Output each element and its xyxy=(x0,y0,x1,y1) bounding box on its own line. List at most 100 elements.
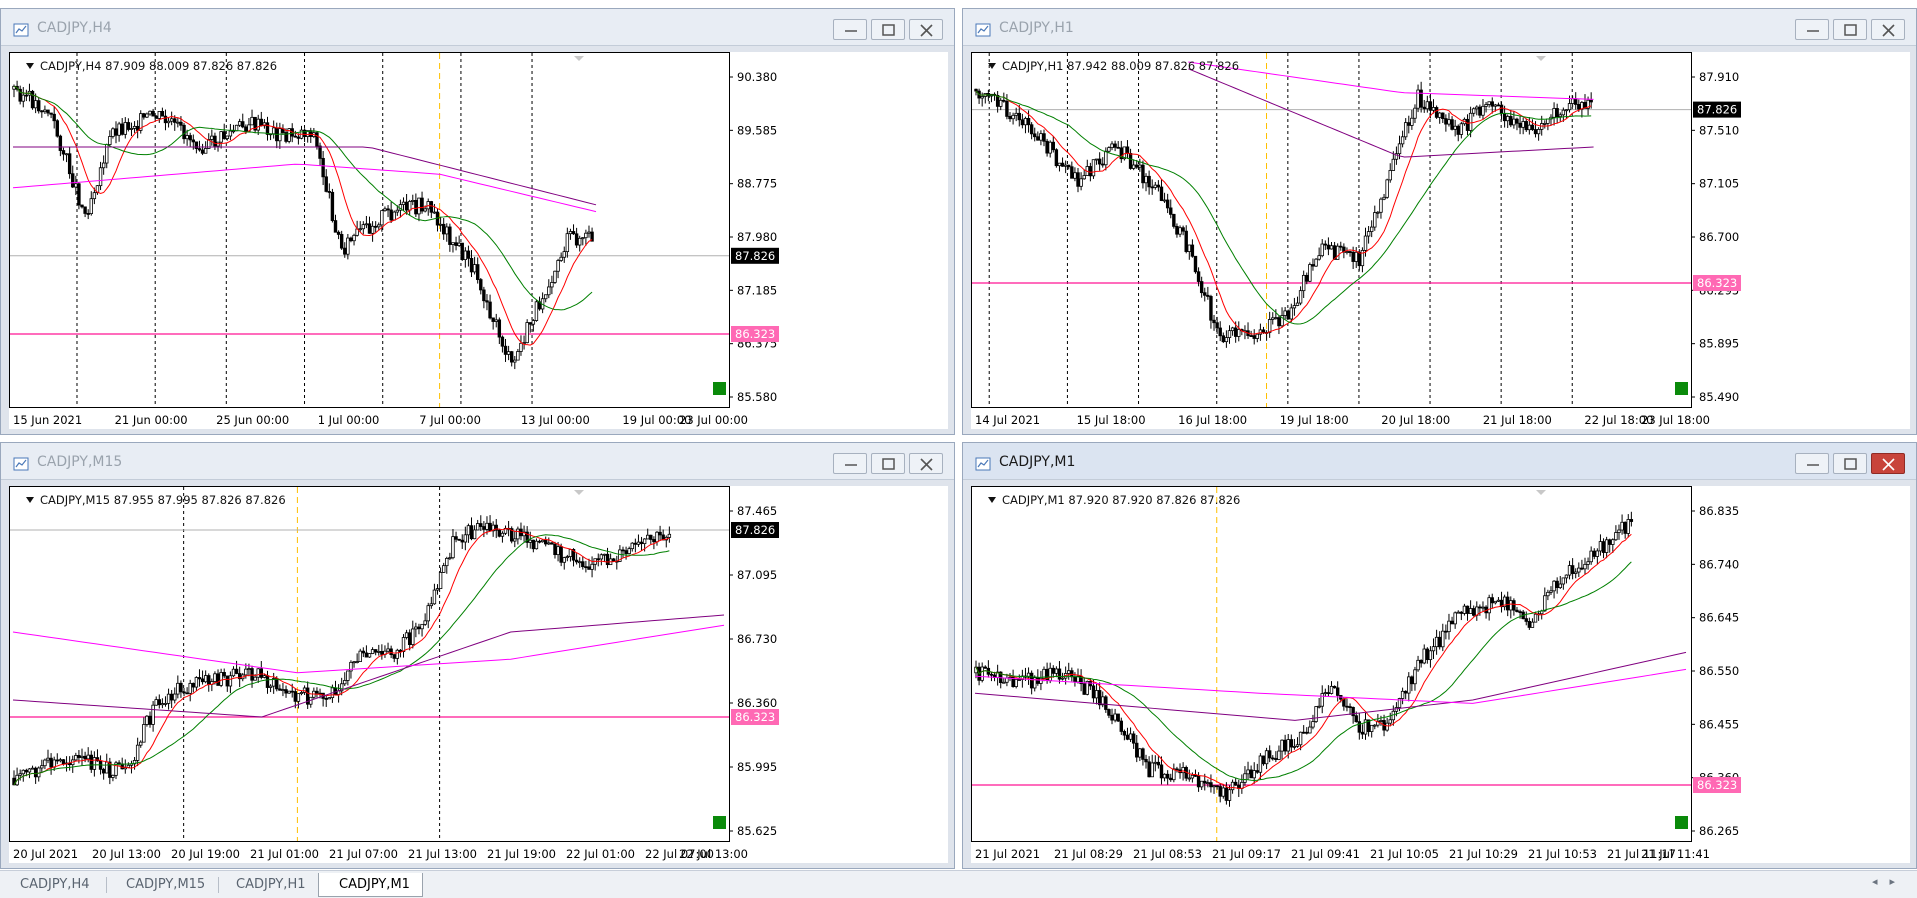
ohlc-text: CADJPY,M1 87.920 87.920 87.826 87.826 xyxy=(1002,493,1241,507)
maximize-button[interactable] xyxy=(1833,19,1867,40)
candle xyxy=(185,129,189,146)
tab-cadjpy-h1[interactable]: CADJPY,H1 xyxy=(236,877,306,892)
candle xyxy=(1292,738,1297,750)
price-chart[interactable]: 87.465 87.095 86.730 86.360 85.995 85.625 20 J… xyxy=(9,486,948,863)
candle xyxy=(188,132,192,147)
x-axis-tick-label: 19 Jul 00:00 xyxy=(622,413,691,427)
terminal-top-strip xyxy=(0,0,1917,8)
chart-plot-area[interactable]: 87.465 87.095 86.730 86.360 85.995 85.625 20 J… xyxy=(9,486,948,863)
current-price-tag: 87.826 xyxy=(731,247,779,264)
candle xyxy=(497,317,502,345)
close-button[interactable] xyxy=(1871,19,1905,40)
candle xyxy=(46,109,50,117)
candle xyxy=(1008,673,1012,682)
candle xyxy=(1271,755,1275,761)
x-axis-tick-label: 21 Jul 11:41 xyxy=(1641,847,1710,861)
window-titlebar[interactable]: CADJPY,H1 xyxy=(963,9,1916,46)
price-chart[interactable]: 90.38089.58588.77587.98087.18586.37585.5… xyxy=(9,52,948,429)
candle xyxy=(1057,661,1062,684)
candle xyxy=(114,760,118,780)
candle xyxy=(1441,623,1445,652)
tab-scroll-arrows[interactable]: ◂▸ xyxy=(1871,875,1907,888)
candle xyxy=(95,185,100,195)
candle xyxy=(111,774,115,782)
minimize-button[interactable] xyxy=(833,19,867,40)
maximize-button[interactable] xyxy=(1833,453,1867,474)
svg-text:87.826: 87.826 xyxy=(1697,103,1737,117)
candle xyxy=(417,623,421,635)
candle xyxy=(271,120,276,139)
chart-window-cadjpy-m1[interactable]: CADJPY,M1 86.835 86.740 86.645 86.550 86.455 8… xyxy=(962,442,1917,869)
candle xyxy=(1422,99,1426,113)
dropdown-triangle-icon[interactable] xyxy=(26,497,34,503)
x-axis-tick-label: 21 Jul 08:29 xyxy=(1054,847,1123,861)
minimize-button[interactable] xyxy=(1795,453,1829,474)
candle xyxy=(1403,690,1408,700)
tab-cadjpy-m15[interactable]: CADJPY,M15 xyxy=(126,877,206,892)
maximize-button[interactable] xyxy=(871,453,905,474)
chart-window-cadjpy-m15[interactable]: CADJPY,M15 87.465 87.095 86.730 86.360 85.995… xyxy=(0,442,955,869)
tab-cadjpy-m1[interactable]: CADJPY,M1 xyxy=(318,873,423,897)
candle xyxy=(1543,587,1547,612)
level-price-tag: 86.323 xyxy=(1693,275,1741,291)
candle xyxy=(1512,598,1516,616)
candle xyxy=(1048,662,1052,684)
tab-cadjpy-h4[interactable]: CADJPY,H4 xyxy=(20,877,90,892)
candle xyxy=(207,673,211,692)
close-button[interactable] xyxy=(909,453,943,474)
candle xyxy=(1530,119,1535,131)
x-axis-tick-label: 21 Jul 08:53 xyxy=(1133,847,1202,861)
y-axis-tick-label: 86.645 xyxy=(1699,611,1739,625)
candle xyxy=(999,98,1003,111)
candle xyxy=(1110,141,1114,151)
moving-average-slow xyxy=(1188,68,1594,158)
candle xyxy=(432,583,437,605)
candle xyxy=(1199,780,1204,790)
maximize-button[interactable] xyxy=(871,19,905,40)
minimize-button[interactable] xyxy=(833,453,867,474)
candle xyxy=(203,670,208,684)
chart-plot-area[interactable]: 90.380 89.585 88.775 87.980 87.185 86.375 85.5… xyxy=(9,52,948,429)
candle xyxy=(633,538,638,553)
chart-plot-area[interactable]: 86.83586.74086.64586.55086.45586.36086.2… xyxy=(971,486,1910,863)
dropdown-triangle-icon[interactable] xyxy=(988,497,996,503)
y-axis-tick-label: 87.095 xyxy=(737,568,777,582)
dropdown-triangle-icon[interactable] xyxy=(26,63,34,69)
candle xyxy=(185,687,189,695)
candle xyxy=(556,541,560,562)
chart-plot-area[interactable]: 87.91087.51087.10586.70086.29585.89585.4… xyxy=(971,52,1910,429)
candle xyxy=(1326,237,1331,256)
close-button[interactable] xyxy=(909,19,943,40)
current-price-tag: 87.826 xyxy=(1693,101,1741,118)
candle xyxy=(404,629,409,640)
candle xyxy=(1397,135,1402,160)
window-titlebar[interactable]: CADJPY,H4 xyxy=(1,9,954,46)
candle xyxy=(1577,562,1581,577)
close-button[interactable] xyxy=(1871,453,1905,474)
price-chart[interactable]: 86.83586.74086.64586.55086.45586.36086.2… xyxy=(971,486,1910,863)
candle xyxy=(74,175,78,196)
candle xyxy=(343,242,347,258)
candle xyxy=(1178,225,1182,238)
candle xyxy=(426,602,430,629)
window-titlebar[interactable]: CADJPY,M1 xyxy=(963,443,1916,480)
chart-window-cadjpy-h1[interactable]: CADJPY,H1 87.91087.51087.10586.70086.2958… xyxy=(962,8,1917,435)
candle xyxy=(312,127,316,139)
candle xyxy=(519,335,523,356)
chart-window-icon xyxy=(975,22,991,37)
price-chart[interactable]: 87.91087.51087.10586.70086.29585.89585.4… xyxy=(971,52,1910,429)
y-axis-tick-label: 86.265 xyxy=(1699,824,1739,838)
window-titlebar[interactable]: CADJPY,M15 xyxy=(1,443,954,480)
candle xyxy=(275,122,279,149)
candle xyxy=(148,110,152,116)
candle xyxy=(1295,737,1300,748)
dropdown-triangle-icon[interactable] xyxy=(988,63,996,69)
candle xyxy=(367,653,372,658)
candle xyxy=(1481,601,1485,612)
minimize-button[interactable] xyxy=(1795,19,1829,40)
candle xyxy=(599,553,604,566)
y-axis-tick-label: 90.380 xyxy=(737,70,777,84)
candle xyxy=(364,645,369,658)
chart-window-cadjpy-h4[interactable]: CADJPY,H4 90.380 89.585 88.775 87.980 87.185 8… xyxy=(0,8,955,435)
candle xyxy=(52,106,56,129)
